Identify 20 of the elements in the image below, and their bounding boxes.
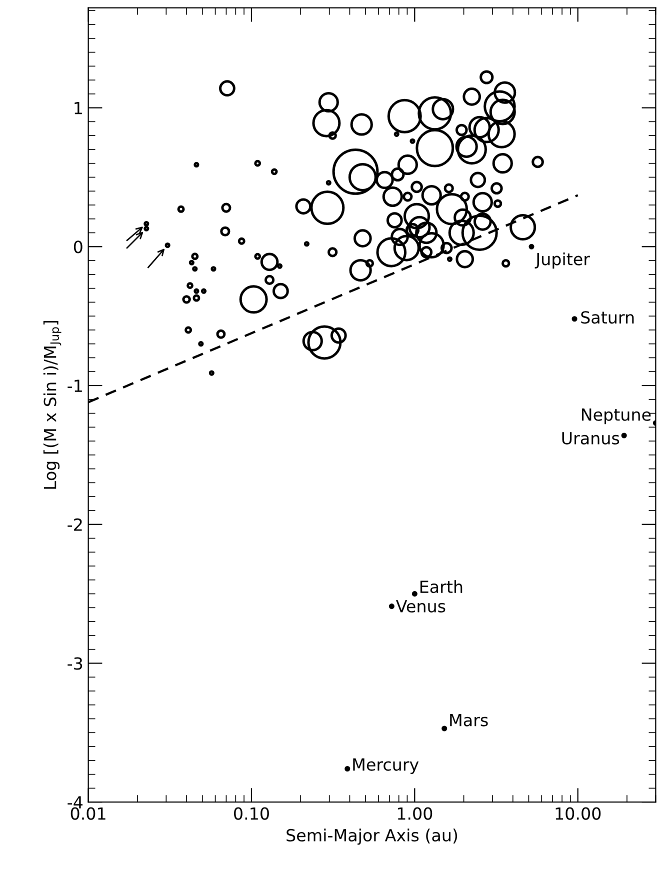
x-tick-label: 0.01 xyxy=(70,807,106,820)
x-tick-label: 0.10 xyxy=(234,807,269,820)
y-tick-label: 0 xyxy=(74,240,82,254)
annotation: Jupiter xyxy=(534,252,590,269)
annotation: Saturn xyxy=(581,311,634,324)
x-axis-title: Semi-Major Axis (au) xyxy=(286,828,458,845)
annotation: Venus xyxy=(396,600,446,613)
y-tick-label: -4 xyxy=(68,796,83,808)
y-tick-label: 1 xyxy=(74,102,82,114)
annotation: Mars xyxy=(450,714,488,726)
annotation: Uranus xyxy=(562,432,620,445)
annotation: Mercury xyxy=(353,758,419,774)
y-axis-title: Log [(M x Sin i)/M$_{Jup}$] xyxy=(43,321,62,489)
x-tick-label: 10.00 xyxy=(556,807,601,820)
annotation: Earth xyxy=(420,580,462,594)
annotation: Neptune xyxy=(582,408,651,424)
y-tick-label: -1 xyxy=(68,380,82,392)
y-tick-label: -3 xyxy=(68,657,82,670)
y-tick-label: -2 xyxy=(68,518,82,531)
x-tick-label: 1.00 xyxy=(398,807,432,820)
